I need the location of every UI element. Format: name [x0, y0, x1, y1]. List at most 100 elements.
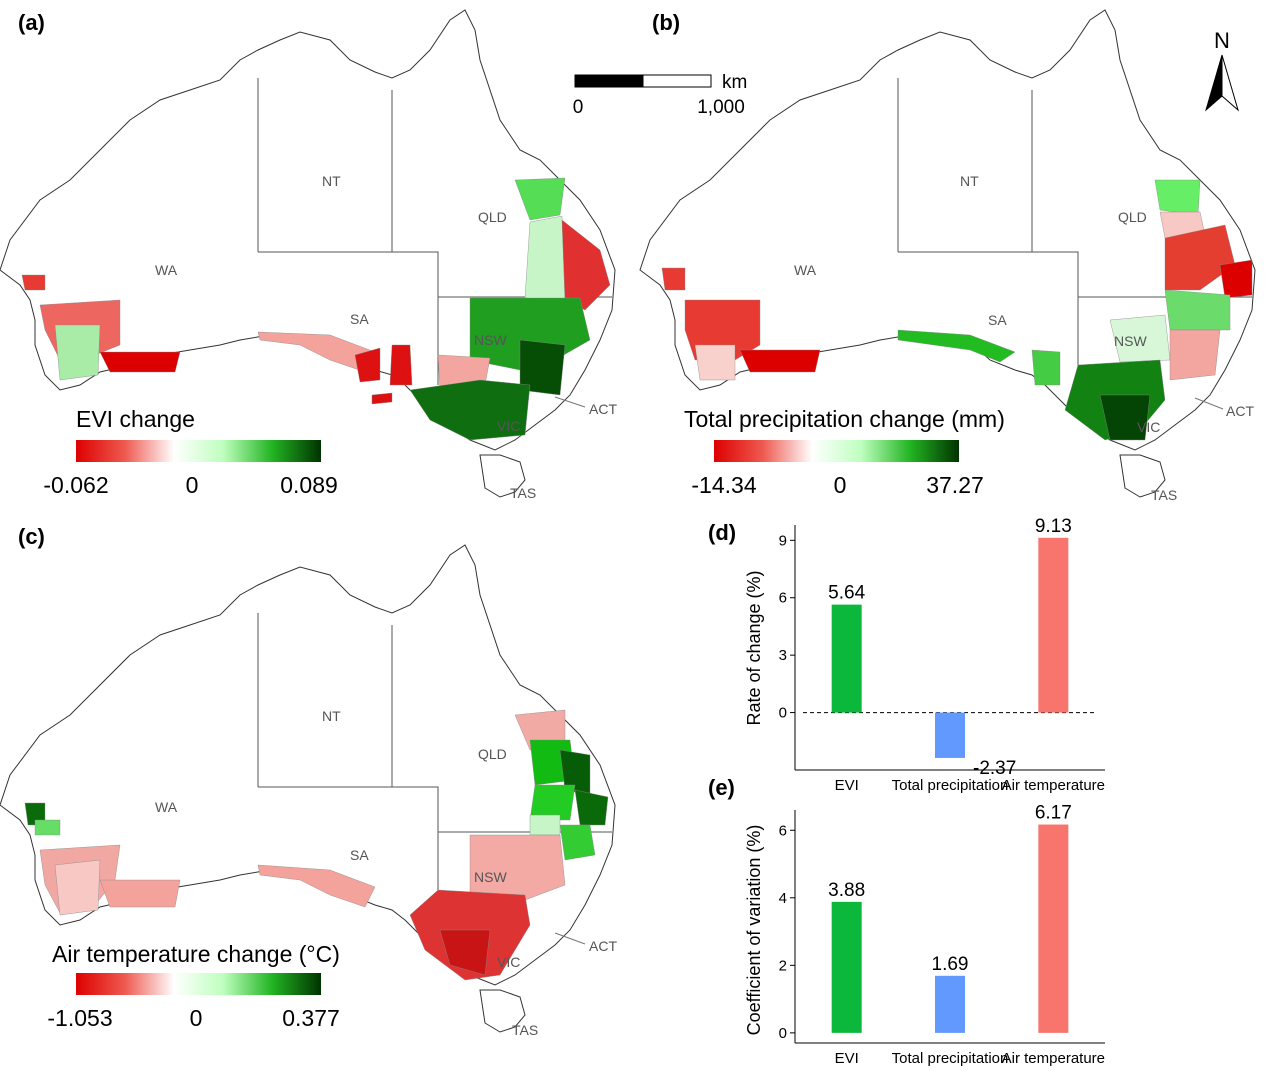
chart-rate-of-change: Rate of change (%) 0 3 6 9 5.64 EVI -2.37Total…	[744, 516, 1105, 794]
legend-b: Total precipitation change (mm) -14.34 0…	[684, 406, 1005, 498]
map-b: NT QLD WA SA NSW ACT VIC TAS	[639, 9, 1256, 503]
map-a: NT QLD WA SA NSW ACT VIC TAS	[0, 9, 617, 501]
state-label-vic: VIC	[1137, 419, 1160, 435]
legend-mid-b: 0	[834, 472, 847, 498]
x-category-label: Total precipitation	[892, 777, 1009, 794]
bar	[935, 975, 965, 1033]
state-label-vic: VIC	[497, 418, 520, 434]
y-tick-label: 6	[779, 590, 787, 607]
state-label-tas: TAS	[512, 1022, 538, 1038]
panel-label-c: (c)	[18, 524, 45, 549]
state-labels: NT QLD WA SA NSW ACT VIC TAS	[155, 173, 617, 501]
state-label-qld: QLD	[1118, 209, 1147, 225]
ylabel-e: Coefficient of variation (%)	[744, 825, 764, 1036]
bar-value-label: -2.37	[973, 758, 1016, 779]
bar-value-label: 5.64	[828, 583, 865, 604]
state-labels: NT QLD WA SA NSW ACT VIC TAS	[794, 173, 1254, 503]
bar-value-label: 3.88	[828, 880, 865, 901]
scale-bar-unit: km	[722, 72, 747, 93]
north-arrow: N	[1205, 28, 1239, 112]
state-label-vic: VIC	[497, 954, 520, 970]
legend-mid-c: 0	[190, 1005, 203, 1031]
y-tick-label: 2	[779, 957, 787, 974]
y-tick-label: 9	[779, 532, 787, 549]
panel-e: (e) Coefficient of variation (%) 0 2 4 6 3.8…	[708, 775, 1105, 1067]
x-category-label: Total precipitation	[892, 1050, 1009, 1067]
state-label-qld: QLD	[478, 209, 507, 225]
bar	[1038, 824, 1069, 1033]
state-label-act: ACT	[1226, 403, 1254, 419]
state-label-nsw: NSW	[1114, 333, 1147, 349]
act-leader-line	[554, 932, 586, 945]
scale-bar: km 0 1,000	[573, 72, 748, 118]
legend-colorbar-b	[714, 440, 959, 462]
legend-colorbar-a	[76, 440, 321, 462]
legend-min-a: -0.062	[43, 472, 108, 498]
panel-label-e: (e)	[708, 775, 735, 800]
legend-a: EVI change -0.062 0 0.089	[43, 406, 337, 498]
north-arrow-icon	[1205, 54, 1239, 112]
panel-a: (a) NT	[0, 9, 617, 501]
legend-title-b: Total precipitation change (mm)	[684, 406, 1005, 432]
legend-mid-a: 0	[186, 472, 199, 498]
bar	[831, 604, 862, 713]
scale-bar-black-segment	[574, 74, 644, 88]
act-leader-line	[554, 396, 586, 408]
chart-coefficient-of-variation: Coefficient of variation (%) 0 2 4 6 3.88 EVI…	[744, 803, 1105, 1067]
state-label-sa: SA	[988, 312, 1007, 328]
state-label-sa: SA	[350, 847, 369, 863]
x-category-label: EVI	[835, 777, 859, 794]
choropleth-b	[661, 179, 1253, 441]
state-label-nsw: NSW	[474, 332, 507, 348]
legend-min-c: -1.053	[47, 1005, 112, 1031]
state-label-nt: NT	[960, 173, 979, 189]
panel-d: (d) Rate of change (%) 0 3 6 9 5.64 EVI -2.37T…	[708, 516, 1105, 794]
state-label-sa: SA	[350, 311, 369, 327]
ylabel-d: Rate of change (%)	[744, 570, 764, 725]
state-label-act: ACT	[589, 401, 617, 417]
state-label-tas: TAS	[510, 485, 536, 501]
panel-label-a: (a)	[18, 10, 45, 35]
bar-value-label: 1.69	[932, 954, 969, 975]
legend-max-c: 0.377	[282, 1005, 340, 1031]
x-category-label: Air temperature	[1002, 1050, 1105, 1067]
panel-c: (c)	[0, 524, 617, 1038]
state-label-wa: WA	[155, 262, 178, 278]
state-label-wa: WA	[155, 799, 178, 815]
state-label-nt: NT	[322, 708, 341, 724]
legend-colorbar-c	[76, 973, 321, 995]
state-label-wa: WA	[794, 262, 817, 278]
legend-max-b: 37.27	[926, 472, 984, 498]
panel-b: (b) N	[639, 9, 1256, 503]
state-label-nt: NT	[322, 173, 341, 189]
x-category-label: EVI	[835, 1050, 859, 1067]
y-tick-label: 0	[779, 1025, 787, 1042]
act-leader-line	[1194, 397, 1224, 410]
state-label-qld: QLD	[478, 746, 507, 762]
y-tick-label: 3	[779, 647, 787, 664]
scale-bar-end: 1,000	[697, 97, 745, 118]
legend-title-a: EVI change	[76, 406, 195, 432]
choropleth-c	[24, 709, 609, 981]
bar	[1038, 537, 1069, 713]
x-category-label: Air temperature	[1002, 777, 1105, 794]
y-tick-label: 6	[779, 822, 787, 839]
state-label-tas: TAS	[1151, 487, 1177, 503]
bar-value-label: 9.13	[1035, 516, 1072, 537]
state-label-act: ACT	[589, 938, 617, 954]
map-c: NT QLD WA SA NSW ACT VIC TAS	[0, 544, 617, 1038]
state-label-nsw: NSW	[474, 869, 507, 885]
panel-label-b: (b)	[652, 10, 680, 35]
scale-bar-start: 0	[573, 97, 584, 118]
y-tick-label: 4	[779, 890, 787, 907]
north-arrow-label: N	[1214, 28, 1230, 53]
legend-title-c: Air temperature change (°C)	[52, 941, 340, 967]
state-labels: NT QLD WA SA NSW ACT VIC TAS	[155, 708, 617, 1038]
panel-label-d: (d)	[708, 520, 736, 545]
legend-min-b: -14.34	[691, 472, 756, 498]
choropleth-a	[21, 177, 611, 441]
bar-value-label: 6.17	[1035, 803, 1072, 824]
scale-bar-white-segment	[642, 74, 712, 88]
bar	[935, 712, 965, 758]
